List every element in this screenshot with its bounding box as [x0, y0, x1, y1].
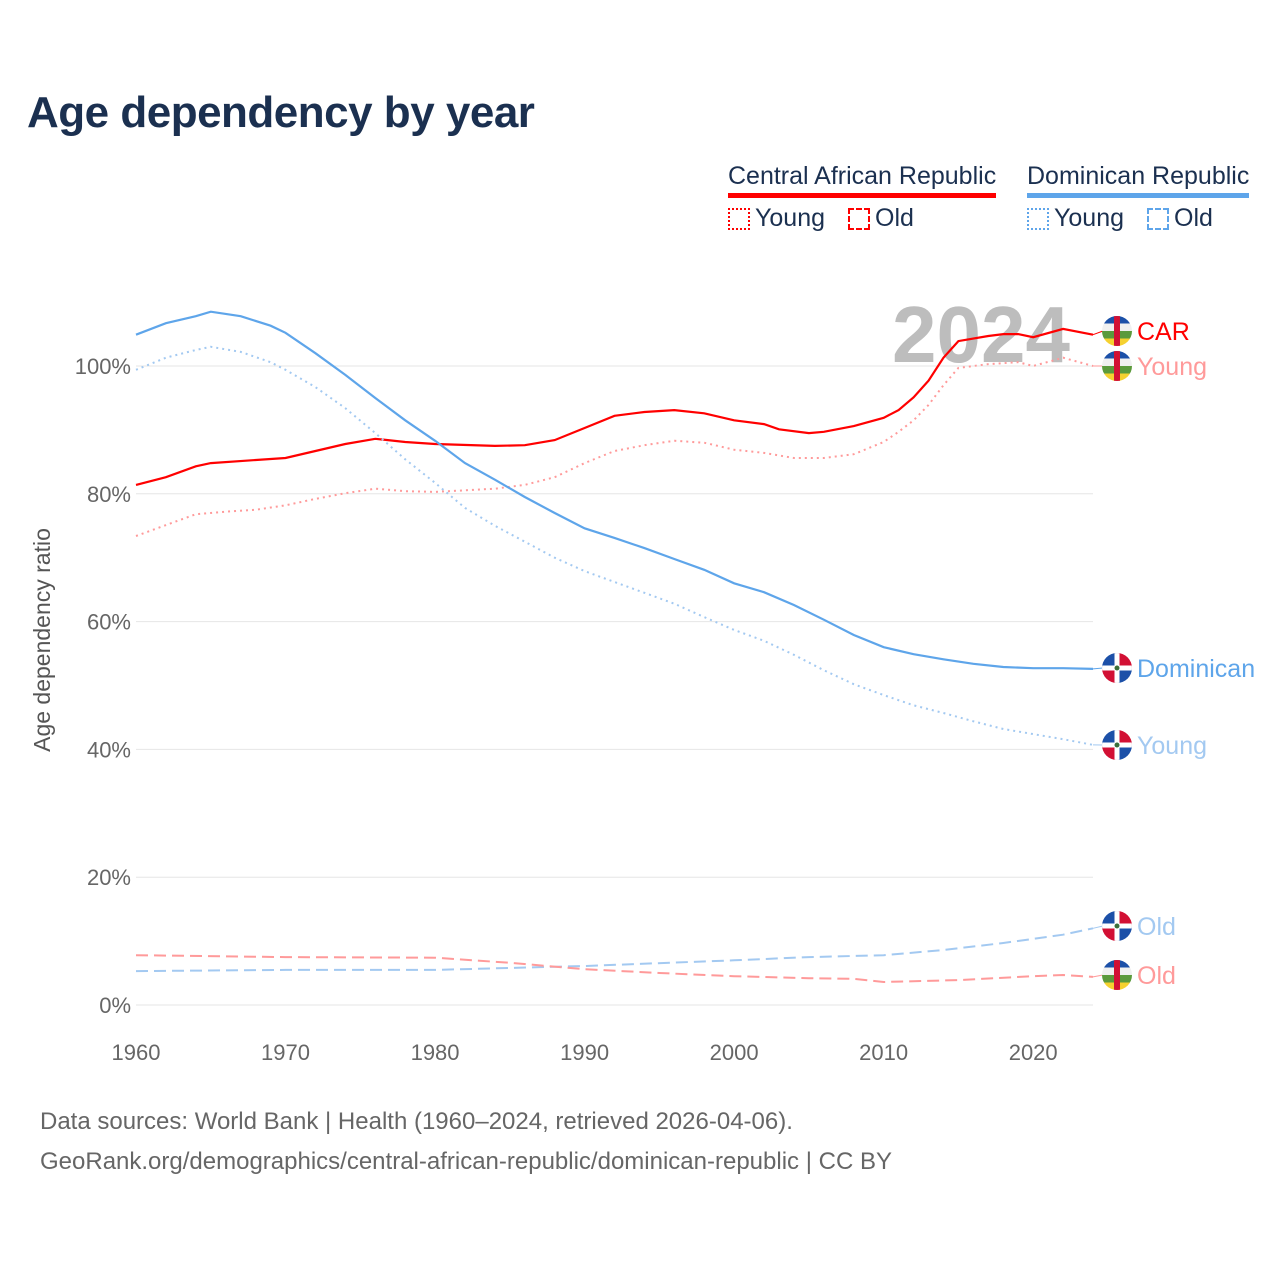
series-end-label: Young [1137, 353, 1207, 381]
label-connector [1092, 925, 1104, 929]
series-end-label: CAR [1137, 318, 1190, 346]
y-tick-label: 100% [75, 354, 131, 379]
label-connector [1092, 974, 1104, 978]
series-line[interactable] [135, 310, 1094, 670]
car-flag-icon [1102, 351, 1132, 381]
car-flag-icon [1102, 316, 1132, 346]
dashed-swatch-icon [848, 207, 870, 230]
x-tick-label: 1960 [112, 1040, 161, 1065]
series-line[interactable] [135, 345, 1094, 746]
footer-url[interactable]: GeoRank.org/demographics/central-african… [40, 1148, 892, 1175]
footer-sources: Data sources: World Bank | Health (1960–… [40, 1108, 793, 1135]
y-tick-label: 60% [87, 610, 131, 635]
legend-label: Old [875, 204, 914, 232]
dr-flag-icon [1102, 653, 1132, 683]
y-tick-label: 40% [87, 737, 131, 762]
legend-label: Young [755, 204, 825, 232]
x-tick-label: 1970 [261, 1040, 310, 1065]
legend-dr-young[interactable]: Young [1027, 204, 1124, 233]
x-tick-label: 1980 [411, 1040, 460, 1065]
legend-car-old[interactable]: Old [848, 204, 914, 233]
legend-dr-old[interactable]: Old [1147, 204, 1213, 233]
legend-label: Old [1174, 204, 1213, 232]
series-end-label: Old [1137, 962, 1176, 990]
legend-country-car[interactable]: Central African Republic [728, 162, 997, 198]
legend-car-young[interactable]: Young [728, 204, 825, 233]
label-connector [1092, 330, 1104, 336]
x-tick-label: 1990 [560, 1040, 609, 1065]
x-tick-label: 2010 [859, 1040, 908, 1065]
series-line[interactable] [135, 356, 1094, 537]
y-tick-label: 0% [99, 993, 131, 1018]
series-end-label: Dominican [1137, 655, 1255, 683]
legend-country-dr[interactable]: Dominican Republic [1027, 162, 1250, 198]
series-line[interactable] [135, 927, 1094, 973]
series-line[interactable] [135, 954, 1094, 984]
label-connector [1092, 667, 1104, 670]
dr-flag-icon [1102, 730, 1132, 760]
y-tick-label: 20% [87, 865, 131, 890]
legend-label: Young [1054, 204, 1124, 232]
dotted-swatch-icon [728, 207, 750, 230]
dashed-swatch-icon [1147, 207, 1169, 230]
y-tick-label: 80% [87, 482, 131, 507]
dr-flag-icon [1102, 911, 1132, 941]
x-tick-label: 2020 [1009, 1040, 1058, 1065]
car-flag-icon [1102, 960, 1132, 990]
series-line[interactable] [135, 327, 1094, 486]
dotted-swatch-icon [1027, 207, 1049, 230]
x-tick-label: 2000 [710, 1040, 759, 1065]
series-end-label: Young [1137, 732, 1207, 760]
y-axis-title: Age dependency ratio [29, 528, 55, 752]
series-end-label: Old [1137, 913, 1176, 941]
chart-title: Age dependency by year [27, 88, 535, 137]
